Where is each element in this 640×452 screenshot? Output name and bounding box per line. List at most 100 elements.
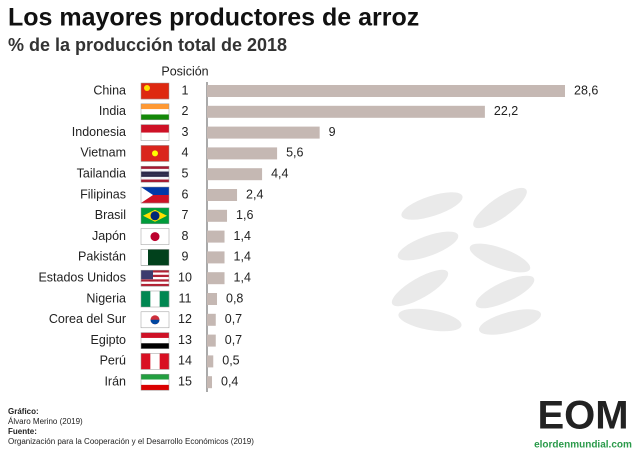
logo: EOM	[537, 394, 628, 438]
flag-stripe	[141, 83, 169, 100]
flag-part	[150, 232, 160, 242]
flag-stripe	[141, 174, 169, 178]
flag-stripe	[141, 281, 169, 285]
bar	[207, 251, 225, 264]
flag-stripe	[141, 337, 169, 344]
flag-stripe	[150, 291, 160, 307]
bar	[207, 85, 565, 97]
flag	[140, 186, 170, 204]
category-label: Perú	[100, 354, 126, 368]
category-label: Nigeria	[86, 291, 126, 305]
flag-part	[141, 270, 153, 280]
value-label: 1,6	[236, 208, 253, 222]
value-label: 0,5	[222, 354, 239, 368]
flag	[140, 207, 170, 225]
chart-title: Los mayores productores de arroz	[8, 4, 419, 32]
bar	[207, 189, 238, 201]
flag-border	[140, 165, 170, 183]
flag-border	[140, 228, 170, 245]
flag-stripe	[141, 168, 169, 172]
flag	[140, 124, 170, 141]
flag-stripe	[159, 353, 170, 370]
category-label: Vietnam	[80, 146, 126, 160]
flag-part	[150, 319, 160, 325]
category-label: Tailandia	[77, 166, 126, 180]
position-label: 1	[182, 83, 189, 97]
flag-stripe	[141, 114, 169, 120]
flag-stripe	[141, 179, 169, 183]
footer-source-label: Fuente:	[8, 427, 37, 436]
position-label: 15	[178, 374, 192, 388]
flag-border	[140, 269, 170, 287]
flag	[140, 165, 170, 183]
bar	[207, 334, 216, 347]
value-label: 1,4	[234, 270, 251, 284]
category-label: Corea del Sur	[49, 312, 126, 326]
flag	[140, 228, 170, 245]
bar	[207, 147, 278, 160]
position-label: 4	[182, 146, 189, 160]
position-label: 7	[182, 208, 189, 222]
footer-author: Álvaro Merino (2019)	[8, 417, 83, 426]
value-label: 22,2	[494, 104, 518, 118]
flag-border	[140, 82, 170, 100]
flag-border	[140, 186, 170, 204]
flag-stripe	[141, 283, 169, 287]
flag-stripe	[141, 270, 169, 273]
footer-graphic-label: Gráfico:	[8, 407, 39, 416]
rice-decoration	[391, 187, 542, 335]
bar	[207, 126, 320, 139]
flag	[140, 249, 170, 266]
bar	[207, 376, 213, 389]
position-label: 12	[178, 312, 192, 326]
category-label: Brasil	[95, 208, 126, 222]
bar	[207, 230, 225, 243]
value-label: 0,4	[221, 374, 238, 388]
flag	[140, 373, 170, 391]
category-label: India	[99, 104, 126, 118]
flag-stripe	[141, 124, 169, 133]
flag-border	[140, 290, 170, 308]
flag-stripe	[141, 332, 169, 339]
flag-border	[140, 249, 170, 266]
website: elordenmundial.com	[534, 440, 632, 451]
bar	[207, 293, 218, 305]
flag-stripe	[141, 274, 169, 278]
flag-part	[141, 249, 148, 266]
bar	[207, 272, 225, 285]
flag-part	[152, 150, 158, 157]
value-label: 0,7	[225, 312, 242, 326]
value-label: 1,4	[234, 250, 251, 264]
flag	[140, 103, 170, 121]
flag-border	[140, 311, 170, 329]
flag-stripe	[141, 176, 169, 180]
value-label: 28,6	[574, 83, 598, 97]
value-label: 2,4	[246, 187, 263, 201]
position-label: 2	[182, 104, 189, 118]
chart-subtitle: % de la producción total de 2018	[8, 35, 287, 55]
category-label: Irán	[104, 374, 126, 388]
flag-stripe	[141, 374, 169, 380]
position-label: 3	[182, 125, 189, 139]
category-label: Japón	[92, 229, 126, 243]
position-label: 6	[182, 187, 189, 201]
flag-stripe	[141, 109, 169, 115]
flag-part	[144, 85, 150, 91]
flag-stripe	[141, 132, 169, 141]
category-label: Estados Unidos	[38, 270, 126, 284]
flag-part	[150, 211, 160, 221]
flag-stripe	[141, 384, 169, 391]
bar	[207, 105, 485, 118]
flag-stripe	[141, 277, 169, 280]
value-label: 4,4	[271, 166, 288, 180]
position-label: 13	[178, 333, 192, 347]
category-label: Filipinas	[80, 187, 126, 201]
flag-stripe	[141, 187, 169, 196]
flag	[140, 145, 170, 162]
bar	[207, 168, 263, 181]
flag-stripe	[141, 195, 169, 204]
flag-border	[140, 373, 170, 391]
flag-stripe	[141, 379, 169, 386]
flag	[140, 311, 170, 329]
category-label: Pakistán	[78, 250, 126, 264]
